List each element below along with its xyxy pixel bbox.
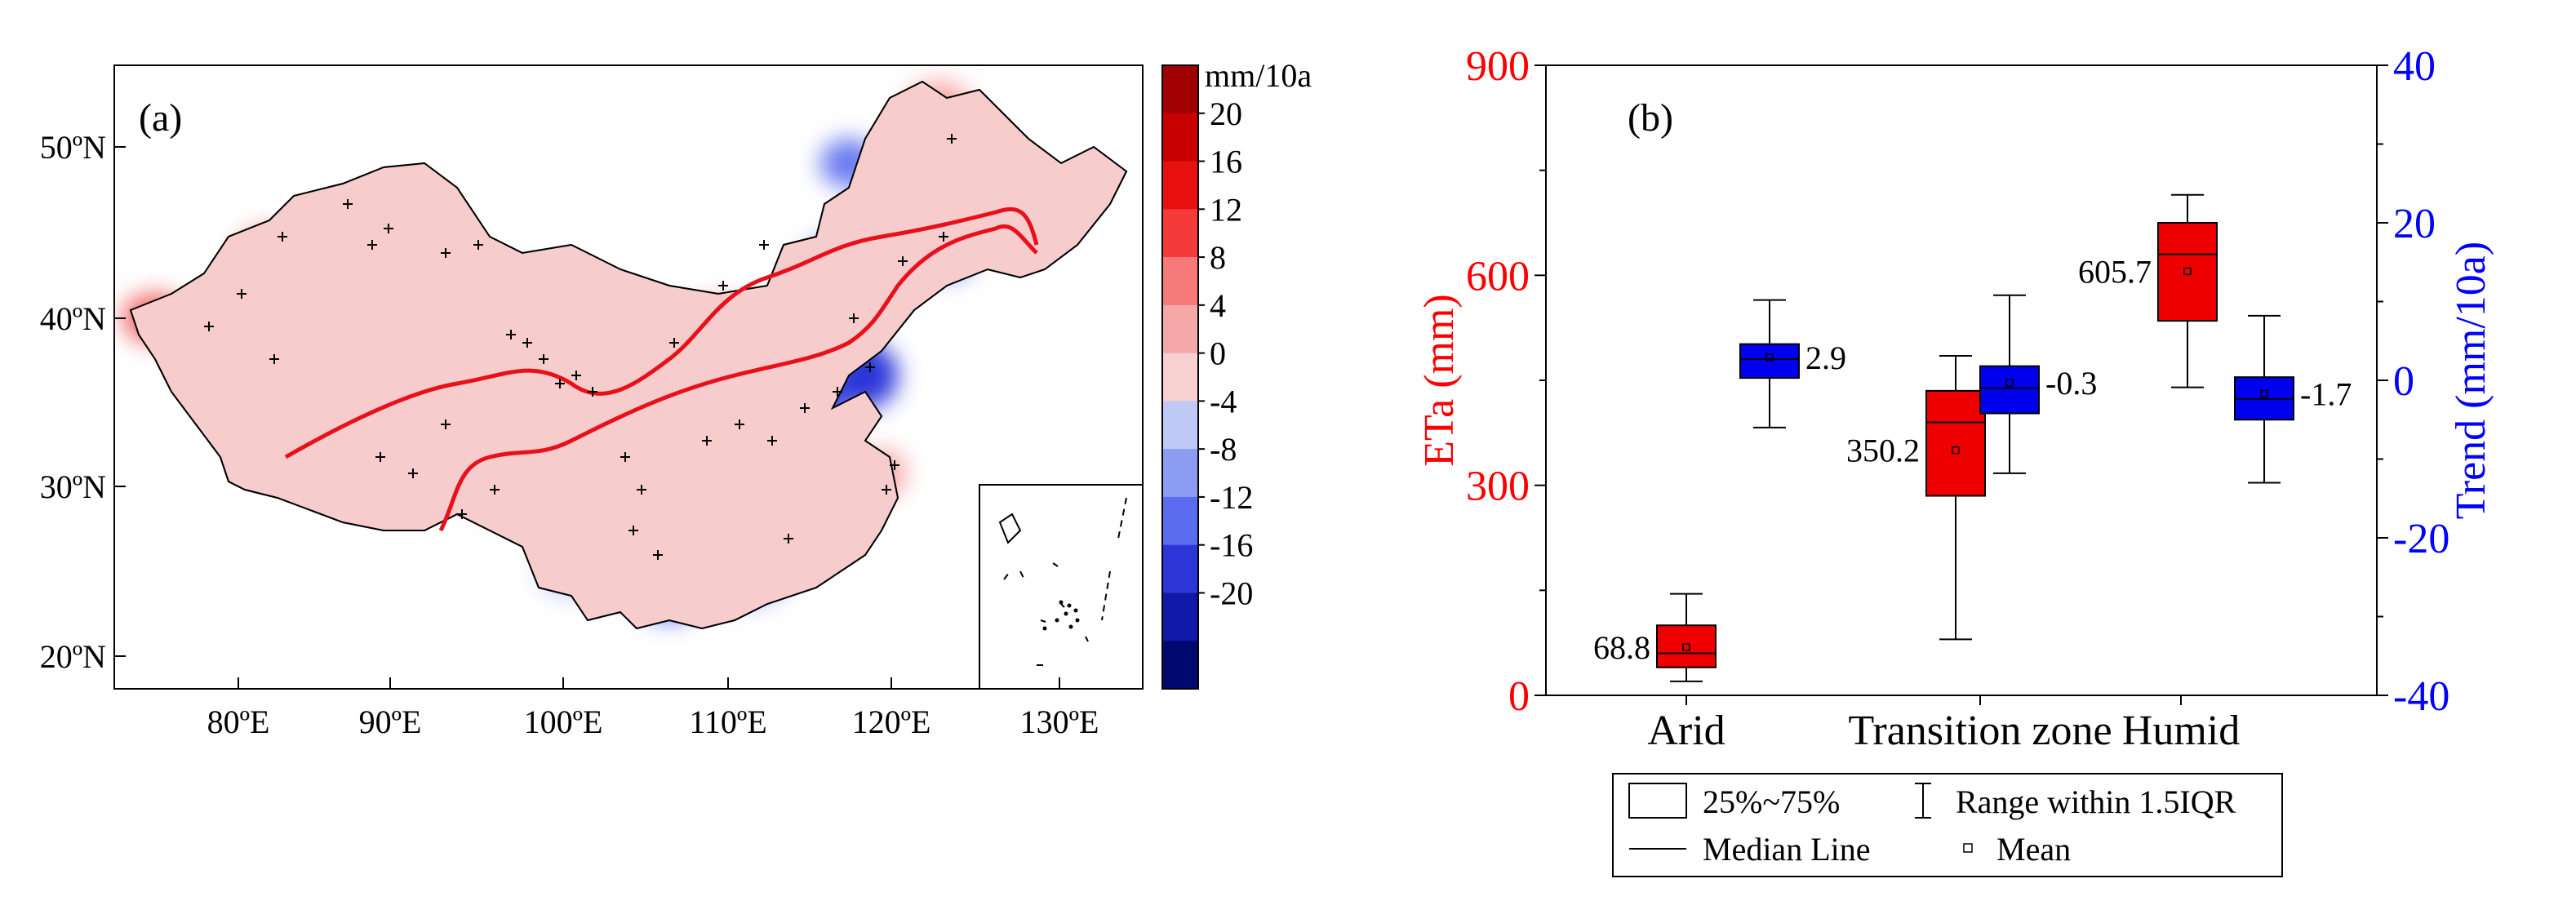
right-axis-tick-label: 0 (2393, 358, 2414, 405)
legend-median-label: Median Line (1703, 831, 1871, 868)
colorbar-segment (1162, 353, 1198, 402)
map-panel: (a) 80ºE 90ºE 100ºE 110ºE 120ºE 130ºE 50ºN 40º… (40, 64, 1144, 740)
colorbar-segment (1162, 209, 1198, 258)
trend-box: -1.7 (2234, 314, 2352, 484)
mean-marker (1682, 643, 1690, 651)
colorbar-segment (1162, 641, 1198, 690)
colorbar-label: 12 (1210, 191, 1242, 228)
map-x-tick-label: 80ºE (207, 703, 270, 740)
mean-value-label: 605.7 (2078, 253, 2152, 290)
panel-a-label: (a) (139, 96, 182, 140)
category-label: Arid (1647, 708, 1725, 754)
map-inset (979, 484, 1144, 690)
legend-box-swatch (1628, 783, 1687, 819)
colorbar-segment (1162, 304, 1198, 354)
box-panel: (b) 0 300 600 900 -40 -20 0 20 40 ETa (mm) Trend (… (1416, 43, 2494, 877)
left-axis-tick-label: 900 (1466, 43, 1530, 90)
iqr-box (1925, 389, 1986, 497)
legend-mean-label: Mean (1996, 831, 2071, 868)
colorbar-label: 4 (1210, 287, 1226, 324)
right-axis-tick-label: -20 (2393, 516, 2449, 562)
colorbar-label: -12 (1210, 479, 1253, 516)
mean-marker (1952, 446, 1960, 455)
mean-marker (1765, 353, 1774, 362)
colorbar-label: 16 (1210, 144, 1242, 180)
legend-frame (1612, 773, 2283, 877)
map-x-tick-label: 130ºE (1020, 703, 1099, 740)
colorbar-label: 20 (1210, 95, 1242, 132)
map-x-tick-label: 110ºE (689, 703, 766, 740)
colorbar-frame (1161, 64, 1199, 690)
iqr-box (1979, 365, 2040, 415)
iqr-box (1656, 624, 1717, 668)
map-y-tick-label: 40ºN (40, 300, 106, 337)
map-x-tick-label: 120ºE (852, 703, 931, 740)
colorbar-segment (1162, 449, 1198, 498)
right-axis-tick-label: 20 (2393, 201, 2436, 247)
colorbar-label: -8 (1210, 431, 1237, 468)
map-y-ticks: 50ºN 40ºN 30ºN 20ºN (40, 129, 126, 675)
left-axis-tick-label: 600 (1466, 253, 1530, 300)
zone-boundary-arid (284, 206, 1039, 459)
legend-box-label: 25%~75% (1703, 783, 1840, 820)
left-axis-tick-label: 300 (1466, 464, 1530, 510)
right-axis-title: Trend (mm/10a) (2448, 242, 2494, 519)
trend-box: 2.9 (1739, 299, 1846, 428)
right-axis-tick-label: -40 (2393, 673, 2449, 720)
station-markers (204, 134, 957, 560)
mean-value-label: 2.9 (1805, 340, 1846, 376)
colorbar-segment (1162, 65, 1198, 114)
map-y-tick-label: 30ºN (40, 468, 106, 505)
panel-b-label: (b) (1628, 96, 1673, 140)
colorbar-segment (1162, 113, 1198, 162)
colorbar-segment (1162, 593, 1198, 641)
colorbar: mm/10a 20 16 12 8 4 0 -4 -8 -12 -16 -20 (1161, 57, 1312, 690)
left-axis-title: ETa (mm) (1416, 294, 1463, 467)
colorbar-segment (1162, 401, 1198, 450)
legend-mean-symbol (1963, 843, 1973, 853)
legend: 25%~75% Range within 1.5IQR Median Line Mea… (1612, 773, 2283, 877)
colorbar-label: -16 (1210, 527, 1253, 564)
mean-value-label: 350.2 (1846, 433, 1920, 469)
legend-range-symbol (1915, 783, 1931, 819)
colorbar-segment (1162, 161, 1198, 210)
mean-marker (2260, 389, 2268, 398)
mean-marker (2005, 379, 2014, 387)
map-surface (122, 80, 1128, 630)
colorbar-segment (1162, 496, 1198, 546)
right-axis-tick-label: 40 (2393, 43, 2436, 90)
iqr-box (2157, 222, 2218, 322)
map-y-tick-label: 20ºN (40, 638, 106, 675)
colorbar-title: mm/10a (1205, 57, 1312, 94)
map-y-tick-label: 50ºN (40, 129, 106, 166)
colorbar-label: 0 (1210, 335, 1226, 372)
colorbar-label: 8 (1210, 239, 1226, 276)
map-x-tick-label: 100ºE (524, 703, 603, 740)
zone-boundary-humid (438, 224, 1038, 532)
category-label: Transition zone (1848, 708, 2112, 754)
trend-box: -0.3 (1979, 294, 2097, 474)
category-label: Humid (2122, 708, 2240, 754)
eta-box: 605.7 (2078, 193, 2218, 388)
mean-value-label: -1.7 (2300, 375, 2352, 412)
eta-box: 68.8 (1593, 593, 1717, 682)
mean-value-label: -0.3 (2045, 365, 2097, 402)
legend-range-label: Range within 1.5IQR (1956, 783, 2236, 820)
eta-box: 350.2 (1846, 354, 1986, 641)
colorbar-label: -4 (1210, 383, 1237, 419)
map-x-ticks: 80ºE 90ºE 100ºE 110ºE 120ºE 130ºE (207, 677, 1099, 740)
colorbar-label: -20 (1210, 575, 1253, 611)
mean-value-label: 68.8 (1593, 629, 1650, 666)
map-x-tick-label: 90ºE (359, 703, 422, 740)
mean-marker (2183, 267, 2192, 276)
colorbar-segment (1162, 544, 1198, 593)
left-axis-tick-label: 0 (1508, 673, 1530, 720)
colorbar-segment (1162, 257, 1198, 306)
